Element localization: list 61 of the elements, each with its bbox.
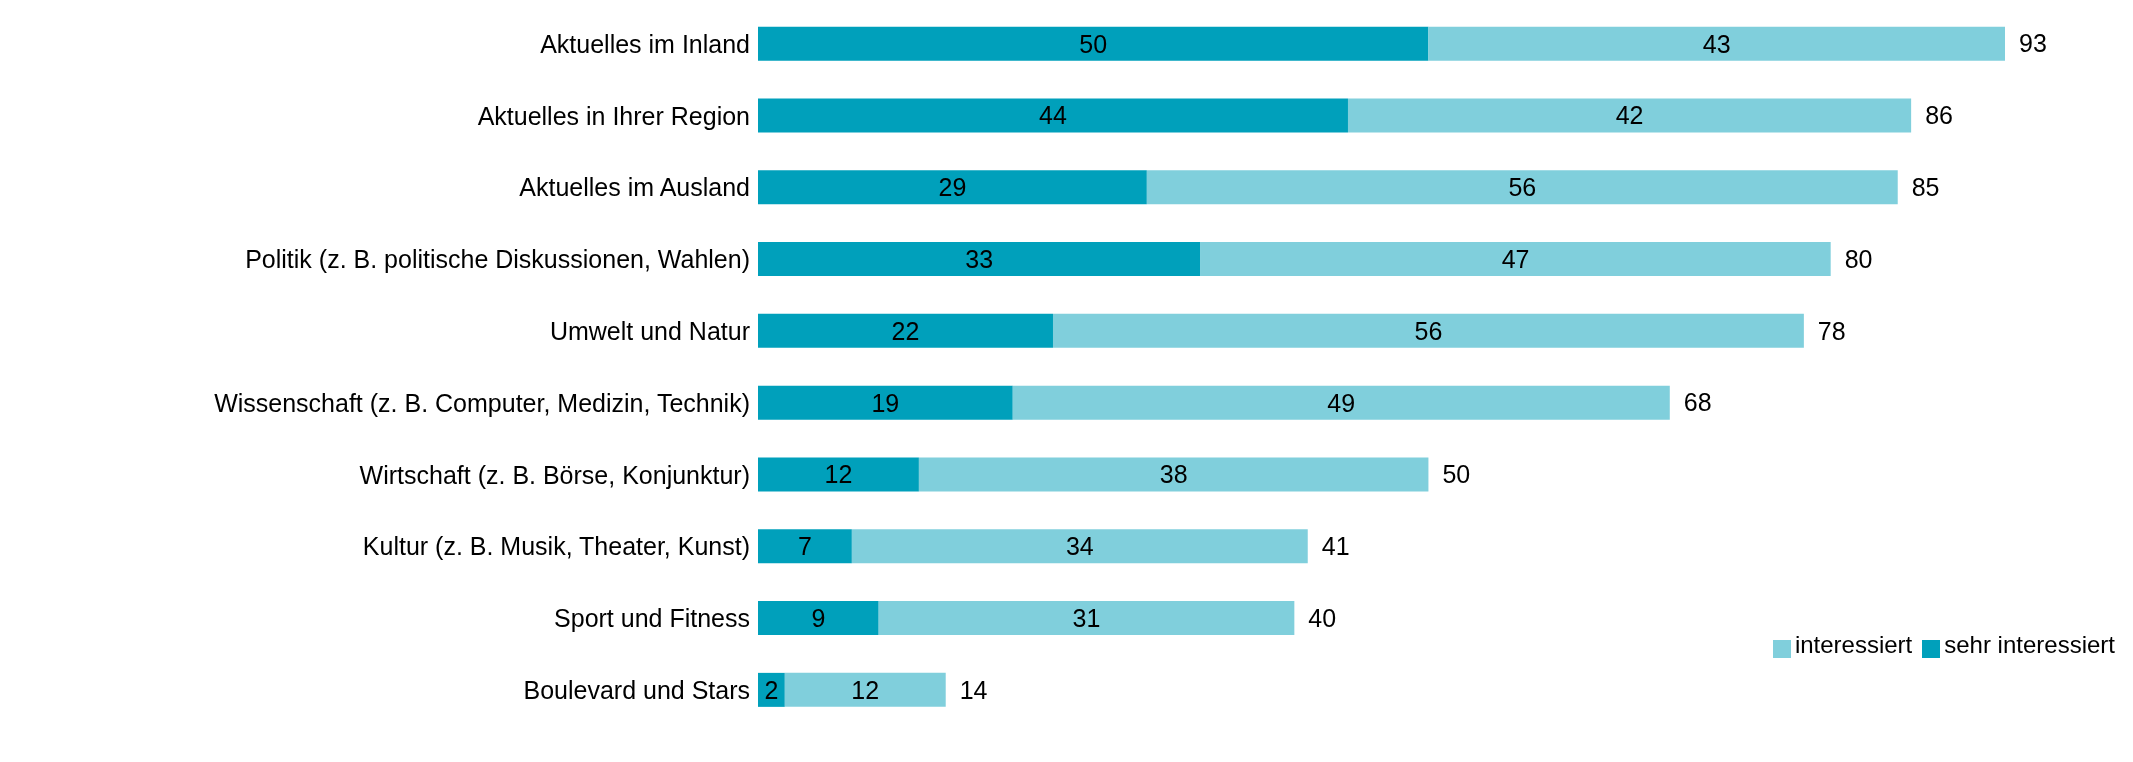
data-label: 19 bbox=[871, 388, 900, 417]
data-label: 50 bbox=[1079, 29, 1108, 58]
y-tick-label: Aktuelles im Ausland bbox=[519, 173, 750, 202]
y-tick-label: Aktuelles im Inland bbox=[540, 29, 750, 58]
data-label: 56 bbox=[1414, 316, 1443, 345]
y-tick-label: Aktuelles in Ihrer Region bbox=[477, 101, 750, 130]
legend-label: interessiert bbox=[1794, 631, 1913, 658]
bar bbox=[758, 529, 852, 564]
y-tick-label: Wissenschaft (z. B. Computer, Medizin, Technik) bbox=[214, 388, 750, 417]
total-label: 86 bbox=[1925, 101, 1953, 130]
bar bbox=[851, 529, 1308, 564]
y-tick-label: Umwelt und Natur bbox=[549, 316, 750, 345]
y-tick-label: Sport und Fitness bbox=[554, 604, 750, 633]
total-label: 50 bbox=[1442, 460, 1471, 489]
data-label: 7 bbox=[797, 532, 812, 561]
total-label: 80 bbox=[1844, 244, 1873, 273]
bar bbox=[1052, 313, 1804, 348]
bar bbox=[758, 98, 1348, 133]
bar bbox=[758, 26, 1429, 61]
data-label: 12 bbox=[851, 675, 880, 704]
data-label: 33 bbox=[965, 244, 994, 273]
bar bbox=[758, 170, 1147, 205]
data-label: 44 bbox=[1039, 101, 1067, 130]
total-label: 85 bbox=[1911, 173, 1940, 202]
bar bbox=[1012, 385, 1670, 420]
data-label: 2 bbox=[764, 675, 779, 704]
data-label: 9 bbox=[811, 603, 826, 632]
bar bbox=[758, 242, 1201, 277]
y-tick-label: Boulevard und Stars bbox=[523, 675, 750, 704]
data-label: 42 bbox=[1615, 101, 1644, 130]
bar bbox=[758, 601, 879, 636]
total-label: 40 bbox=[1308, 603, 1337, 632]
y-tick-label: Kultur (z. B. Musik, Theater, Kunst) bbox=[362, 532, 750, 561]
bar bbox=[758, 313, 1053, 348]
data-label: 47 bbox=[1501, 244, 1530, 273]
data-label: 43 bbox=[1702, 29, 1731, 58]
bar bbox=[1428, 26, 2005, 61]
y-tick-label: Politik (z. B. politische Diskussionen, Wahlen) bbox=[245, 245, 750, 274]
bar bbox=[878, 601, 1295, 636]
legend-label: sehr interessiert bbox=[1944, 631, 2115, 658]
data-label: 34 bbox=[1065, 532, 1094, 561]
data-label: 29 bbox=[938, 173, 967, 202]
bar bbox=[1347, 98, 1912, 133]
bar bbox=[1200, 242, 1831, 277]
data-label: 38 bbox=[1159, 460, 1188, 489]
bar bbox=[758, 385, 1013, 420]
bar bbox=[918, 457, 1429, 492]
bar bbox=[784, 672, 946, 707]
data-label: 49 bbox=[1327, 388, 1356, 417]
total-label: 93 bbox=[2019, 29, 2047, 58]
data-label: 56 bbox=[1508, 173, 1537, 202]
total-label: 14 bbox=[959, 675, 988, 704]
y-tick-label: Wirtschaft (z. B. Börse, Konjunktur) bbox=[359, 460, 750, 489]
total-label: 41 bbox=[1321, 532, 1350, 561]
bar bbox=[758, 457, 919, 492]
data-label: 31 bbox=[1072, 603, 1101, 632]
bar bbox=[1146, 170, 1898, 205]
total-label: 68 bbox=[1683, 388, 1712, 417]
data-label: 22 bbox=[891, 316, 920, 345]
data-label: 12 bbox=[824, 460, 853, 489]
total-label: 78 bbox=[1817, 316, 1846, 345]
